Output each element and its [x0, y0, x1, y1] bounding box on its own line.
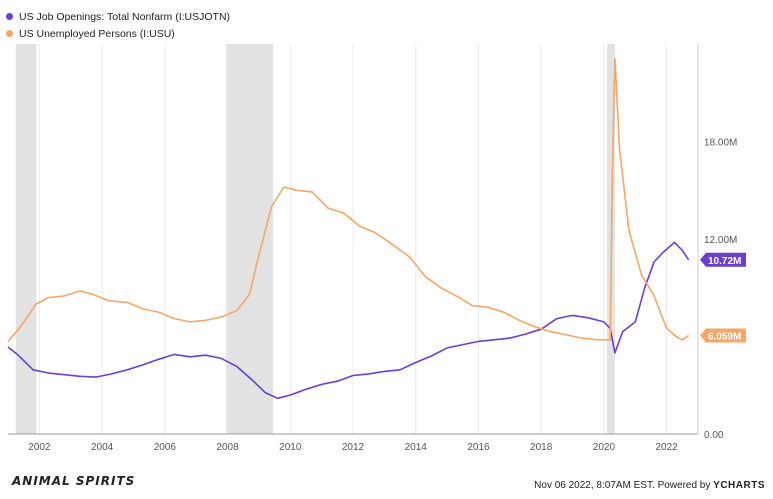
end-value-badge-0 — [700, 252, 746, 267]
series-line-0 — [7, 241, 690, 400]
ycharts-logo: YCHARTS — [713, 480, 765, 491]
chart-footer: ANIMAL SPIRITS Nov 06 2022, 8:07AM EST. … — [0, 474, 773, 499]
legend-label-unemployed: US Unemployed Persons (I:USU) — [19, 27, 175, 40]
recession-band-0 — [15, 44, 37, 434]
y-tick-label-2: 12.00M — [704, 235, 737, 246]
end-value-label-1: 6.059M — [708, 332, 741, 343]
end-value-badge-1 — [700, 328, 746, 343]
timestamp: Nov 06 2022, 8:07AM EST. — [534, 480, 655, 491]
legend-item-job-openings: US Job Openings: Total Nonfarm (I:USJOTN… — [6, 8, 230, 25]
legend-swatch-job-openings — [6, 13, 13, 20]
legend-swatch-unemployed — [6, 30, 13, 37]
x-tick-label-2014: 2014 — [405, 442, 428, 453]
end-value-label-0: 10.72M — [708, 256, 741, 267]
recession-band-1 — [225, 44, 274, 434]
x-tick-label-2022: 2022 — [656, 442, 679, 453]
line-chart: 2002 2004 2006 2008 2010 2012 2014 2016 2018 2020… — [7, 44, 746, 453]
legend-label-job-openings: US Job Openings: Total Nonfarm (I:USJOTN… — [19, 10, 231, 23]
y-tick-label-3: 18.00M — [704, 138, 737, 149]
x-tick-label-2012: 2012 — [342, 442, 365, 453]
x-tick-label-2020: 2020 — [593, 442, 616, 453]
timestamp-credit: Nov 06 2022, 8:07AM EST. Powered by YCHA… — [534, 480, 765, 491]
legend-item-unemployed: US Unemployed Persons (I:USU) — [6, 25, 230, 42]
x-tick-label-2008: 2008 — [216, 442, 239, 453]
x-tick-label-2010: 2010 — [279, 442, 302, 453]
x-tick-label-2006: 2006 — [154, 442, 177, 453]
x-tick-label-2018: 2018 — [530, 442, 553, 453]
x-tick-label-2016: 2016 — [467, 442, 490, 453]
powered-by-text: Powered by — [657, 480, 711, 491]
chart-legend: US Job Openings: Total Nonfarm (I:USJOTN… — [6, 8, 230, 42]
x-tick-label-2002: 2002 — [28, 442, 51, 453]
y-tick-label-0: 0.00 — [704, 430, 724, 441]
x-tick-label-2004: 2004 — [91, 442, 114, 453]
series-line-1 — [7, 57, 690, 342]
animal-spirits-logo: ANIMAL SPIRITS — [12, 474, 136, 488]
